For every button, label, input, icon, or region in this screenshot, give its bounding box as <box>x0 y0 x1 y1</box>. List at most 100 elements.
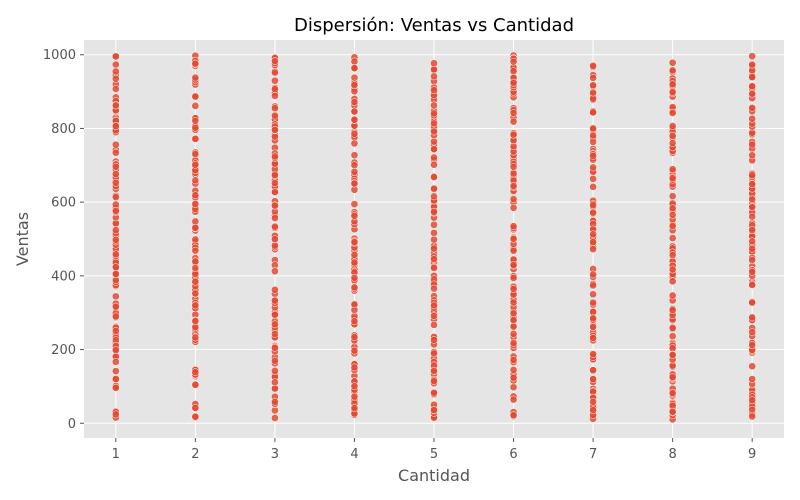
scatter-point <box>589 74 596 81</box>
scatter-point <box>669 408 676 415</box>
scatter-point <box>669 193 676 200</box>
scatter-point <box>589 246 596 253</box>
scatter-point <box>351 81 358 88</box>
scatter-point <box>669 389 676 396</box>
scatter-point <box>112 194 119 201</box>
scatter-point <box>749 141 756 148</box>
scatter-point <box>749 152 756 159</box>
scatter-point <box>749 314 756 321</box>
scatter-point <box>112 141 119 148</box>
scatter-point <box>351 140 358 147</box>
scatter-point <box>510 330 517 337</box>
scatter-point <box>271 214 278 221</box>
scatter-point <box>749 375 756 382</box>
scatter-point <box>510 299 517 306</box>
scatter-point <box>510 235 517 242</box>
scatter-point <box>589 299 596 306</box>
scatter-point <box>430 406 437 413</box>
scatter-point <box>271 153 278 160</box>
scatter-point <box>669 166 676 173</box>
scatter-point <box>589 398 596 405</box>
scatter-point <box>430 378 437 385</box>
y-tick-label: 600 <box>51 196 76 211</box>
scatter-point <box>112 264 119 271</box>
scatter-point <box>112 207 119 214</box>
x-axis: 1 2 3 4 5 6 7 8 9 <box>112 438 757 462</box>
scatter-point <box>669 223 676 230</box>
x-tick-label: 2 <box>191 447 199 462</box>
scatter-point <box>271 242 278 249</box>
scatter-point <box>351 383 358 390</box>
scatter-point <box>430 256 437 263</box>
scatter-point <box>192 60 199 67</box>
scatter-point <box>749 83 756 90</box>
scatter-point <box>430 102 437 109</box>
scatter-point <box>271 86 278 93</box>
scatter-point <box>112 179 119 186</box>
scatter-point <box>112 303 119 310</box>
scatter-point <box>669 205 676 212</box>
scatter-point <box>669 373 676 380</box>
scatter-point <box>271 105 278 112</box>
scatter-point <box>510 196 517 203</box>
scatter-point <box>589 334 596 341</box>
scatter-point <box>510 58 517 65</box>
y-tick-label: 800 <box>51 122 76 137</box>
scatter-point <box>271 330 278 337</box>
scatter-point <box>669 351 676 358</box>
scatter-point <box>510 316 517 323</box>
scatter-point <box>510 339 517 346</box>
scatter-point <box>192 413 199 420</box>
scatter-point <box>112 85 119 92</box>
scatter-point <box>351 301 358 308</box>
scatter-point <box>430 193 437 200</box>
scatter-point <box>749 329 756 336</box>
scatter-point <box>749 196 756 203</box>
scatter-point <box>510 109 517 116</box>
scatter-point <box>510 285 517 292</box>
scatter-point <box>112 327 119 334</box>
scatter-point <box>351 58 358 65</box>
scatter-point <box>749 104 756 111</box>
scatter-point <box>749 397 756 404</box>
scatter-point <box>589 231 596 238</box>
scatter-point <box>192 369 199 376</box>
scatter-point <box>192 151 199 158</box>
scatter-point <box>749 363 756 370</box>
scatter-point <box>430 302 437 309</box>
scatter-point <box>430 367 437 374</box>
scatter-point <box>192 124 199 131</box>
scatter-point <box>271 414 278 421</box>
scatter-point <box>430 128 437 135</box>
scatter-point <box>589 175 596 182</box>
scatter-point <box>271 398 278 405</box>
scatter-point <box>192 334 199 341</box>
x-tick-label: 8 <box>668 447 676 462</box>
scatter-point <box>351 168 358 175</box>
scatter-point <box>430 245 437 252</box>
scatter-point <box>749 115 756 122</box>
scatter-point <box>351 404 358 411</box>
scatter-point <box>112 236 119 243</box>
scatter-point <box>192 117 199 124</box>
scatter-point <box>112 384 119 391</box>
scatter-point <box>430 110 437 117</box>
scatter-point <box>749 172 756 179</box>
x-axis-label: Cantidad <box>398 466 470 485</box>
scatter-point <box>351 251 358 258</box>
scatter-point <box>669 132 676 139</box>
scatter-point <box>430 185 437 192</box>
scatter-point <box>510 204 517 211</box>
scatter-point <box>192 74 199 81</box>
scatter-point <box>749 299 756 306</box>
scatter-point <box>749 61 756 68</box>
scatter-point <box>271 236 278 243</box>
scatter-point <box>669 139 676 146</box>
scatter-point <box>112 170 119 177</box>
scatter-point <box>430 174 437 181</box>
scatter-point <box>351 364 358 371</box>
y-axis-label: Ventas <box>13 212 32 266</box>
scatter-point <box>430 336 437 343</box>
scatter-point <box>749 257 756 264</box>
scatter-point <box>669 175 676 182</box>
